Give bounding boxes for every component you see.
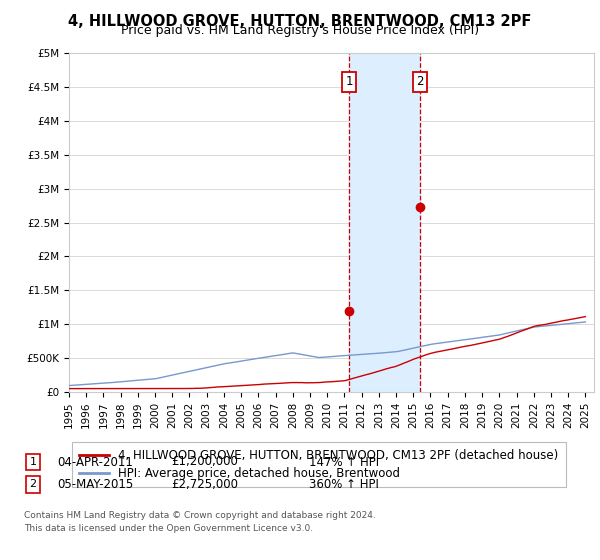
Text: 4, HILLWOOD GROVE, HUTTON, BRENTWOOD, CM13 2PF: 4, HILLWOOD GROVE, HUTTON, BRENTWOOD, CM… [68,14,532,29]
Text: Contains HM Land Registry data © Crown copyright and database right 2024.: Contains HM Land Registry data © Crown c… [24,511,376,520]
Text: £1,200,000: £1,200,000 [171,455,238,469]
Text: 2: 2 [416,76,424,88]
Text: 360% ↑ HPI: 360% ↑ HPI [309,478,379,491]
Text: Price paid vs. HM Land Registry's House Price Index (HPI): Price paid vs. HM Land Registry's House … [121,24,479,36]
Legend: 4, HILLWOOD GROVE, HUTTON, BRENTWOOD, CM13 2PF (detached house), HPI: Average pr: 4, HILLWOOD GROVE, HUTTON, BRENTWOOD, CM… [72,442,566,487]
Text: 1: 1 [29,457,37,467]
Text: 1: 1 [346,76,353,88]
Bar [349,53,419,392]
Text: 04-APR-2011: 04-APR-2011 [57,455,133,469]
Text: £2,725,000: £2,725,000 [171,478,238,491]
Text: 05-MAY-2015: 05-MAY-2015 [57,478,133,491]
Text: 147% ↑ HPI: 147% ↑ HPI [309,455,379,469]
Text: 2: 2 [29,479,37,489]
Text: This data is licensed under the Open Government Licence v3.0.: This data is licensed under the Open Gov… [24,524,313,533]
